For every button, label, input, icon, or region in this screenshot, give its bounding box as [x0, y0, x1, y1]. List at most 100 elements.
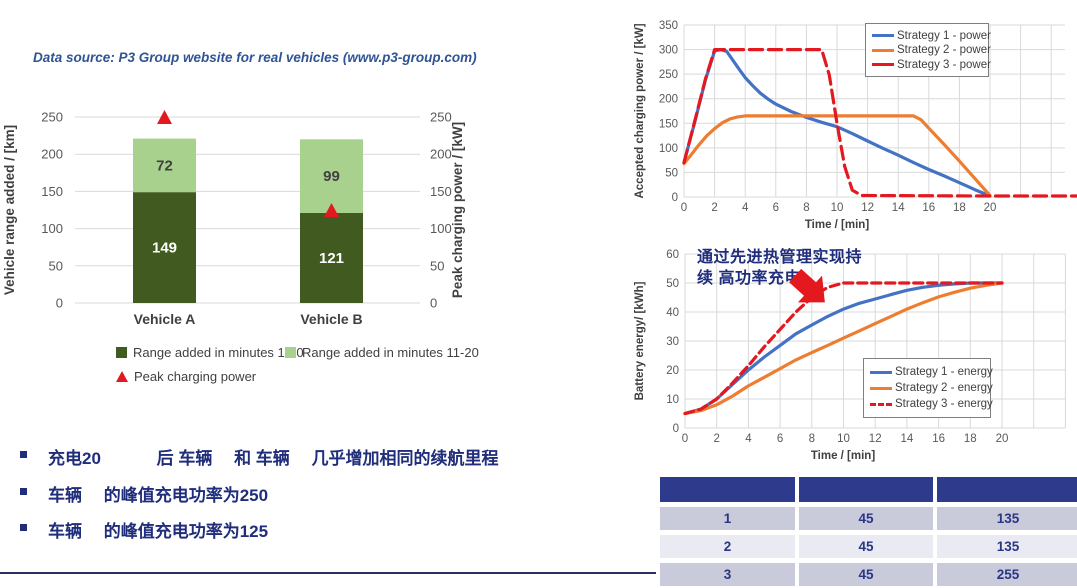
blue-line-icon — [872, 34, 894, 37]
bar-chart: 0 0 50 50 100 100 150 150 200 200 250 250 149 72 Vehic… — [2, 110, 465, 328]
svg-text:50: 50 — [665, 167, 678, 179]
strategy-table: 1 45 135 2 45 135 3 45 255 — [660, 477, 1077, 586]
svg-text:99: 99 — [323, 168, 340, 185]
red-dashed-line-icon — [870, 402, 892, 406]
svg-text:Vehicle A: Vehicle A — [134, 311, 196, 327]
red-line-icon — [872, 63, 894, 66]
svg-text:200: 200 — [659, 94, 678, 106]
svg-text:4: 4 — [745, 433, 752, 445]
svg-text:100: 100 — [659, 143, 678, 155]
legend-label: Range added in minutes 1-10 — [133, 345, 304, 360]
svg-text:4: 4 — [742, 202, 749, 214]
bullet-square-icon — [20, 488, 27, 495]
bullet-item-2: 车辆 的峰值充电功率为250 — [20, 481, 268, 506]
svg-text:20: 20 — [666, 365, 679, 377]
svg-text:30: 30 — [666, 336, 679, 348]
table-cell: 3 — [660, 563, 795, 586]
svg-text:Battery energy/ [kWh]: Battery energy/ [kWh] — [634, 281, 646, 400]
legend-label: Range added in minutes 11-20 — [302, 345, 479, 360]
svg-text:50: 50 — [666, 278, 679, 290]
svg-text:72: 72 — [156, 157, 173, 174]
svg-text:6: 6 — [773, 202, 779, 214]
svg-text:0: 0 — [682, 433, 688, 445]
legend-item-strategy1-energy: Strategy 1 - energy — [870, 366, 993, 378]
svg-text:150: 150 — [430, 184, 452, 199]
bullet-square-icon — [20, 524, 27, 531]
svg-text:0: 0 — [430, 296, 437, 311]
table-header-cell — [937, 477, 1077, 502]
table-cell: 135 — [937, 507, 1077, 530]
legend-item-strategy2-energy: Strategy 2 - energy — [870, 382, 993, 394]
svg-text:50: 50 — [430, 258, 444, 273]
table-cell: 45 — [799, 507, 933, 530]
table-header-cell — [799, 477, 933, 502]
svg-text:300: 300 — [659, 45, 678, 57]
legend-item-range-1-10: Range added in minutes 1-10 — [116, 345, 304, 360]
svg-text:8: 8 — [803, 202, 809, 214]
bullet-item-1: 充电20 后 车辆 和 车辆 几乎增加相同的续航里程 — [20, 444, 499, 469]
bullet-square-icon — [20, 451, 27, 458]
svg-text:12: 12 — [869, 433, 882, 445]
svg-text:10: 10 — [666, 394, 679, 406]
svg-text:40: 40 — [666, 307, 679, 319]
legend-label: Strategy 1 - energy — [895, 366, 993, 378]
svg-text:100: 100 — [430, 221, 452, 236]
svg-text:8: 8 — [809, 433, 815, 445]
annotation-line-1: 通过先进热管理实现持 — [697, 249, 863, 266]
legend-label: Strategy 1 - power — [897, 29, 991, 42]
legend-label: Strategy 2 - energy — [895, 382, 993, 394]
thermal-management-annotation: 通过先进热管理实现持 续 高功率充电 — [697, 247, 917, 289]
blue-line-icon — [870, 370, 892, 374]
svg-text:200: 200 — [41, 147, 63, 162]
legend-item-strategy1-power: Strategy 1 - power — [872, 30, 991, 42]
bullet-text: 充电20 后 车辆 和 车辆 几乎增加相同的续航里程 — [48, 449, 499, 468]
svg-text:16: 16 — [932, 433, 945, 445]
footer-divider — [0, 572, 656, 574]
svg-text:18: 18 — [953, 202, 966, 214]
energy-chart-legend: Strategy 1 - energy Strategy 2 - energy … — [863, 358, 993, 418]
svg-text:50: 50 — [49, 258, 63, 273]
annotation-line-2: 续 高功率充电 — [697, 270, 801, 287]
bullet-text: 车辆 的峰值充电功率为125 — [48, 522, 269, 541]
svg-text:0: 0 — [681, 202, 687, 214]
light-green-swatch-icon — [285, 347, 296, 358]
legend-item-strategy3-energy: Strategy 3 - energy — [870, 398, 993, 410]
svg-text:0: 0 — [672, 192, 678, 204]
data-source-note: Data source: P3 Group website for real v… — [33, 50, 477, 65]
legend-label: Peak charging power — [134, 369, 257, 384]
svg-text:0: 0 — [56, 296, 63, 311]
svg-text:Time / [min]: Time / [min] — [805, 219, 869, 231]
legend-label: Strategy 3 - power — [897, 58, 991, 71]
svg-text:14: 14 — [892, 202, 905, 214]
svg-text:Peak charging power / [kW]: Peak charging power / [kW] — [450, 122, 465, 298]
svg-text:12: 12 — [861, 202, 874, 214]
table-cell: 2 — [660, 535, 795, 558]
legend-label: Strategy 2 - power — [897, 44, 991, 56]
table-cell: 135 — [937, 535, 1077, 558]
svg-text:Vehicle B: Vehicle B — [300, 311, 362, 327]
svg-text:Vehicle range added / [km]: Vehicle range added / [km] — [2, 125, 17, 295]
bullet-item-3: 车辆 的峰值充电功率为125 — [20, 517, 268, 542]
svg-text:100: 100 — [41, 221, 63, 236]
svg-text:250: 250 — [41, 110, 63, 125]
svg-text:350: 350 — [659, 20, 678, 32]
svg-text:2: 2 — [713, 433, 719, 445]
table-cell: 45 — [799, 535, 933, 558]
svg-text:18: 18 — [964, 433, 977, 445]
table-cell: 45 — [799, 563, 933, 586]
svg-text:Time / [min]: Time / [min] — [811, 450, 875, 462]
orange-line-icon — [872, 48, 894, 52]
svg-text:150: 150 — [659, 118, 678, 130]
svg-text:10: 10 — [837, 433, 850, 445]
svg-text:150: 150 — [41, 184, 63, 199]
svg-text:16: 16 — [922, 202, 935, 214]
legend-item-strategy3-power: Strategy 3 - power — [872, 59, 991, 71]
legend-label: Strategy 3 - energy — [895, 398, 993, 410]
svg-text:250: 250 — [659, 69, 678, 81]
svg-text:14: 14 — [901, 433, 914, 445]
power-line-chart: 0 50 100 150 200 250 300 350 0 2 4 6 8 10 12 14 16 18 20 Ti… — [634, 20, 1077, 231]
legend-item-strategy2-power: Strategy 2 - power — [872, 44, 991, 56]
red-triangle-icon — [116, 371, 128, 382]
dark-green-swatch-icon — [116, 347, 127, 358]
